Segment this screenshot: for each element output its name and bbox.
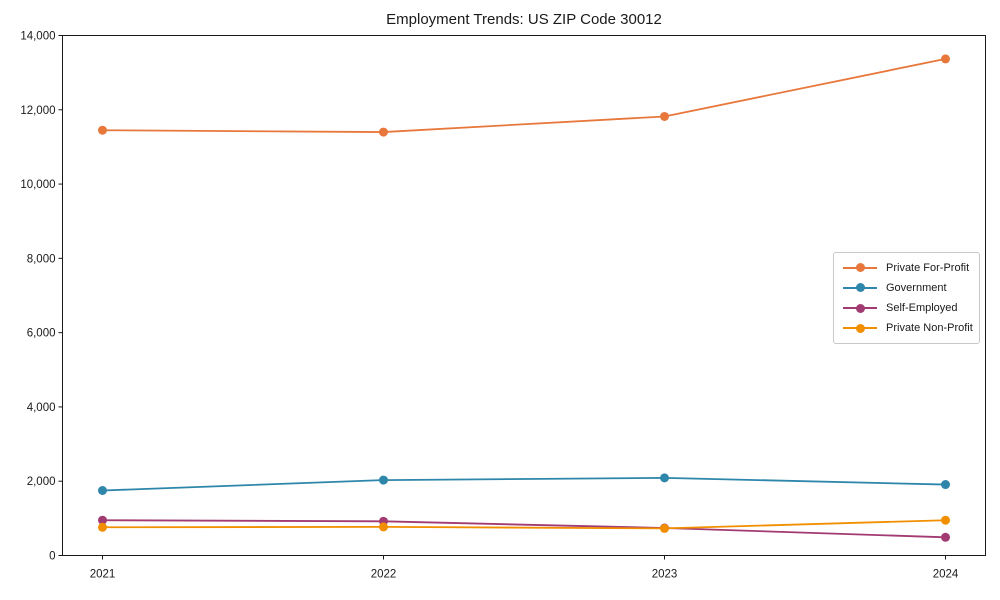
data-point-government-2024 [941,480,950,490]
data-point-self-employed-2021 [98,515,107,525]
legend-line-marker-icon [843,262,877,273]
data-point-private-non-profit-2024 [941,515,950,525]
y-axis-tick-label: 4,000 [27,402,56,414]
data-point-private-for-profit-2023 [660,111,669,121]
data-point-private-non-profit-2021 [98,522,107,532]
series-line-self-employed [101,519,947,539]
x-axis-tick-label: 2021 [90,569,116,581]
legend-item-private-for-profit: Private For-Profit [843,260,973,275]
series-line-private-for-profit [101,58,947,133]
legend-label: Self-Employed [886,302,958,315]
data-point-self-employed-2024 [941,532,950,542]
data-point-government-2023 [660,473,669,483]
data-point-private-non-profit-2023 [660,523,669,533]
legend-line-marker-icon [843,282,877,293]
data-point-private-non-profit-2022 [379,522,388,532]
y-axis-tick-label: 8,000 [27,253,56,265]
data-point-government-2021 [98,486,107,495]
legend-label: Private Non-Profit [886,322,973,335]
chart-title: Employment Trends: US ZIP Code 30012 [386,11,662,28]
y-axis-tick-label: 2,000 [27,476,56,488]
legend-item-government: Government [843,280,973,295]
x-axis-tick-label: 2024 [933,569,959,581]
y-axis-tick-label: 0 [49,551,55,563]
legend-line-marker-icon [843,303,877,314]
legend-label: Government [886,281,947,294]
x-axis-tick-label: 2022 [371,569,397,581]
y-axis-tick-label: 10,000 [20,179,55,191]
y-axis-tick-label: 6,000 [27,328,56,340]
series-line-private-non-profit [101,519,947,530]
x-axis-tick-label: 2023 [652,569,678,581]
series-line-government [101,476,947,492]
data-point-private-for-profit-2021 [98,125,107,135]
y-axis-tick-label: 14,000 [20,31,55,43]
chart-legend: Private For-Profit Government Self-Employe… [833,252,980,344]
legend-line-marker-icon [843,323,877,334]
plot-border [62,35,986,556]
legend-label: Private For-Profit [886,261,970,274]
data-point-private-for-profit-2022 [379,127,388,137]
legend-item-self-employed: Self-Employed [843,301,973,316]
legend-item-private-non-profit: Private Non-Profit [843,321,973,336]
y-axis-tick-label: 12,000 [20,105,55,117]
data-point-government-2022 [379,475,388,485]
data-point-private-for-profit-2024 [941,54,950,64]
